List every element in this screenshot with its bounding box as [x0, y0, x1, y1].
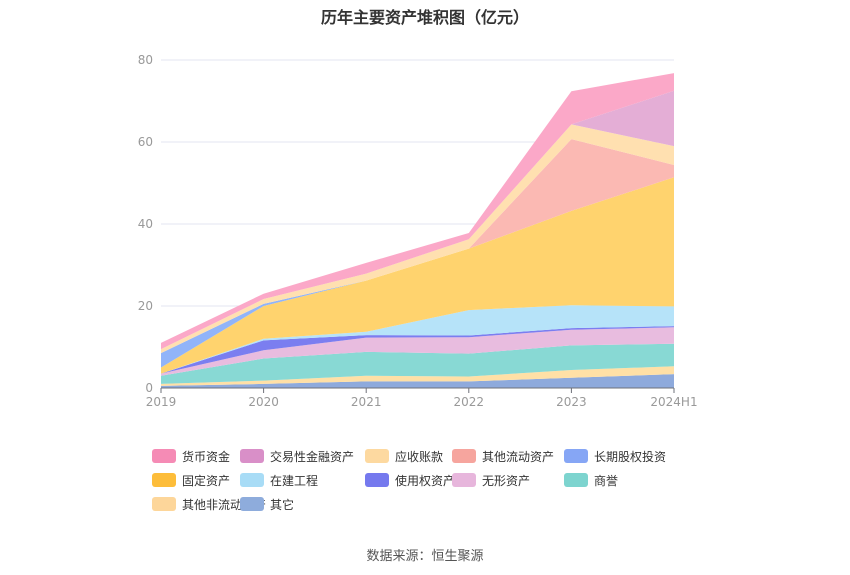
x-tick-label: 2021: [351, 395, 382, 409]
legend-item[interactable]: 交易性金融资产: [240, 448, 354, 464]
x-tick-label: 2024H1: [650, 395, 697, 409]
legend-item[interactable]: 应收账款: [365, 448, 443, 464]
area-series-5: [161, 305, 674, 374]
x-tick-label: 2023: [556, 395, 587, 409]
legend-swatch: [152, 497, 176, 511]
data-source-note: 数据来源：恒生聚源: [366, 549, 484, 564]
legend-swatch: [152, 449, 176, 463]
legend-swatch: [152, 473, 176, 487]
y-tick-label: 40: [138, 217, 153, 231]
legend-item[interactable]: 长期股权投资: [564, 448, 666, 464]
area-series-10: [161, 90, 674, 350]
area-series-11: [161, 73, 674, 350]
area-series-2: [161, 343, 674, 384]
legend-label: 其它: [270, 497, 295, 512]
x-tick-label: 2022: [454, 395, 485, 409]
legend-swatch: [240, 497, 264, 511]
legend-item[interactable]: 无形资产: [452, 472, 530, 488]
legend-item[interactable]: 固定资产: [152, 472, 230, 488]
legend-label: 长期股权投资: [594, 449, 667, 464]
area-series-6: [161, 177, 674, 374]
legend-swatch: [365, 449, 389, 463]
legend-swatch: [564, 449, 588, 463]
legend-label: 无形资产: [482, 473, 531, 488]
x-tick-label: 2019: [146, 395, 177, 409]
y-tick-label: 60: [138, 135, 153, 149]
area-series-9: [161, 124, 674, 354]
area-series-1: [161, 366, 674, 386]
legend-item[interactable]: 货币资金: [152, 448, 230, 464]
legend-swatch: [365, 473, 389, 487]
legend-swatch: [240, 449, 264, 463]
area-series-0: [161, 374, 674, 388]
chart-title: 历年主要资产堆积图（亿元）: [320, 8, 529, 27]
y-tick-label: 80: [138, 53, 153, 67]
y-tick-label: 20: [138, 299, 153, 313]
x-tick-label: 2020: [248, 395, 279, 409]
legend-item[interactable]: 商誉: [564, 472, 618, 488]
area-series-4: [161, 326, 674, 374]
legend-item[interactable]: 其它: [240, 496, 294, 512]
legend-item[interactable]: 使用权资产: [365, 472, 455, 488]
legend-label: 货币资金: [182, 449, 231, 464]
area-series: [161, 73, 674, 388]
legend-label: 应收账款: [395, 449, 444, 464]
legend-label: 其他流动资产: [482, 449, 555, 464]
legend-label: 使用权资产: [395, 473, 456, 488]
legend-label: 商誉: [594, 473, 619, 488]
area-series-3: [161, 327, 674, 376]
legend-label: 交易性金融资产: [270, 449, 355, 464]
legend-item[interactable]: 在建工程: [240, 472, 318, 488]
legend-swatch: [452, 449, 476, 463]
legend-swatch: [564, 473, 588, 487]
area-series-8: [161, 139, 674, 354]
legend-item[interactable]: 其他流动资产: [452, 448, 554, 464]
legend-label: 固定资产: [182, 473, 231, 488]
axes: 0 20 40 60 80 2019 2020 2021 2022 2023 2024H1: [138, 53, 698, 409]
legend-label: 在建工程: [270, 473, 319, 488]
legend-swatch: [452, 473, 476, 487]
y-tick-label: 0: [145, 381, 153, 395]
legend-swatch: [240, 473, 264, 487]
